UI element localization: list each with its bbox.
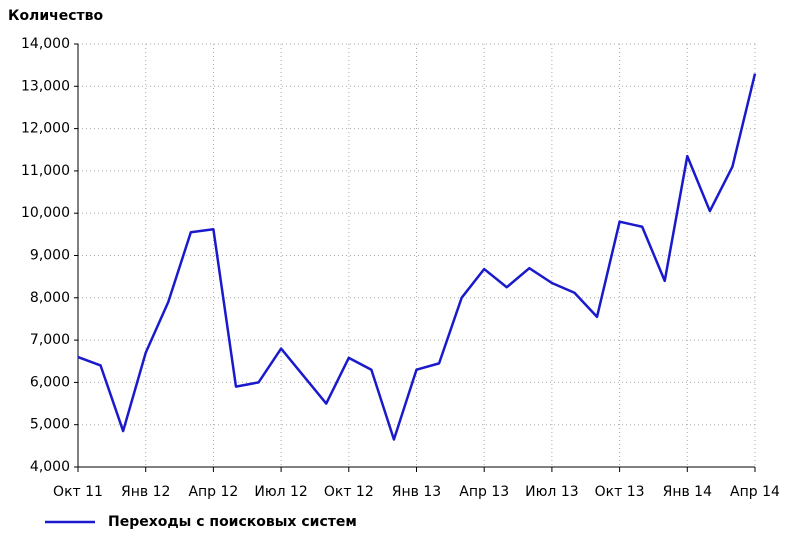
- x-tick-label: Янв 13: [392, 484, 441, 500]
- y-tick-label: 10,000: [21, 205, 70, 221]
- y-tick-label: 13,000: [21, 78, 70, 94]
- x-tick-label: Июл 13: [525, 484, 578, 500]
- x-tick-label: Апр 13: [459, 484, 509, 500]
- data-line: [77, 73, 757, 441]
- x-tick-label: Окт 13: [595, 484, 645, 500]
- x-tick-label: Окт 11: [53, 484, 103, 500]
- x-tick-label: Апр 12: [188, 484, 238, 500]
- x-tick-label: Июл 12: [254, 484, 307, 500]
- y-tick-label: 8,000: [30, 290, 70, 306]
- y-axis-title: Количество: [8, 8, 104, 24]
- x-tick-label: Апр 14: [730, 484, 780, 500]
- y-tick-label: 7,000: [30, 332, 70, 348]
- y-tick-label: 4,000: [30, 459, 70, 475]
- y-tick-label: 6,000: [30, 374, 70, 390]
- y-tick-label: 5,000: [30, 417, 70, 433]
- y-tick-label: 12,000: [21, 121, 70, 137]
- y-tick-label: 14,000: [21, 36, 70, 52]
- y-tick-label: 9,000: [30, 248, 70, 264]
- x-tick-label: Янв 14: [663, 484, 712, 500]
- x-tick-label: Янв 12: [121, 484, 170, 500]
- y-tick-label: 11,000: [21, 163, 70, 179]
- legend-label: Переходы с поисковых систем: [108, 514, 357, 530]
- x-tick-label: Окт 12: [324, 484, 374, 500]
